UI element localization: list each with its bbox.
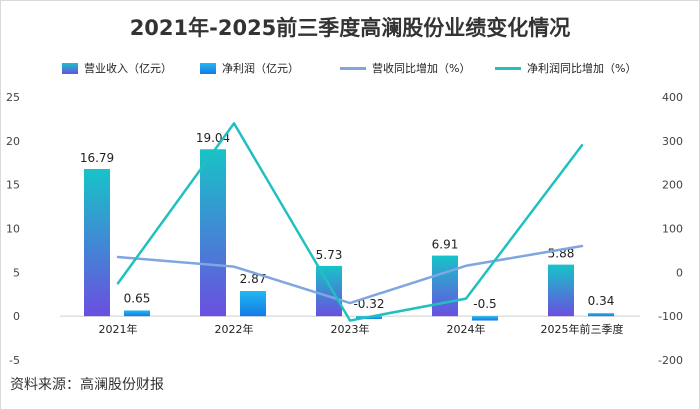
revenue-data-label: 5.73	[316, 248, 343, 262]
profit-bar	[472, 316, 498, 321]
revenue-bar	[548, 264, 574, 317]
right-axis-tick: -100	[658, 310, 683, 323]
profit-growth-line	[116, 122, 584, 322]
legend-swatch-profit	[200, 62, 216, 74]
legend-label-revenue: 营业收入（亿元）	[84, 62, 172, 75]
revenue-data-label: 16.79	[80, 151, 114, 165]
legend-swatch-profit-growth	[495, 66, 521, 70]
right-axis-tick: 100	[662, 223, 683, 236]
right-axis-tick: -200	[658, 354, 683, 367]
profit-data-label: -0.5	[473, 297, 496, 311]
right-axis-tick: 400	[662, 91, 683, 104]
legend-item-profit: 净利润（亿元）	[200, 60, 299, 76]
chart-title: 2021年-2025前三季度高澜股份业绩变化情况	[129, 16, 571, 40]
profit-bar	[124, 310, 150, 317]
profit-data-label: 0.34	[588, 294, 615, 308]
legend-label-profit-growth: 净利润同比增加（%）	[527, 62, 637, 75]
right-axis-tick: 200	[662, 179, 683, 192]
legend-label-profit: 净利润（亿元）	[222, 62, 299, 75]
revenue-data-label: 19.04	[196, 131, 230, 145]
legend-swatch-revenue-growth	[340, 66, 366, 70]
x-axis-tick: 2022年	[215, 322, 254, 336]
legend-label-revenue-growth: 营收同比增加（%）	[372, 62, 471, 75]
left-axis-tick: -5	[9, 354, 20, 367]
profit-data-label: 2.87	[240, 272, 267, 286]
profit-bar	[240, 291, 266, 317]
left-axis-tick: 15	[6, 179, 20, 192]
legend-swatch-revenue	[62, 62, 78, 74]
x-axis-tick: 2025年前三季度	[541, 322, 624, 336]
left-axis-tick: 20	[6, 135, 20, 148]
x-axis-tick: 2023年	[331, 322, 370, 336]
revenue-data-label: 6.91	[432, 238, 459, 252]
legend-item-profit-growth: 净利润同比增加（%）	[495, 60, 636, 76]
left-axis-tick: 10	[6, 223, 20, 236]
right-axis-tick: 300	[662, 135, 683, 148]
profit-data-label: 0.65	[124, 291, 151, 305]
left-axis-tick: 5	[13, 266, 20, 279]
revenue-bar	[432, 255, 458, 317]
x-axis-tick: 2024年	[447, 322, 486, 336]
legend-item-revenue: 营业收入（亿元）	[62, 60, 172, 76]
legend-item-revenue-growth: 营收同比增加（%）	[340, 60, 470, 76]
left-axis-tick: 25	[6, 91, 20, 104]
x-axis-tick: 2021年	[99, 322, 138, 336]
chart-legend: 营业收入（亿元） 净利润（亿元） 营收同比增加（%） 净利润同比增加（%）	[0, 60, 700, 76]
revenue-growth-line	[116, 244, 584, 305]
revenue-bar	[316, 265, 342, 317]
left-axis-tick: 0	[13, 310, 20, 323]
revenue-bar	[200, 149, 226, 317]
right-axis-tick: 0	[676, 266, 683, 279]
source-note: 资料来源：高澜股份财报	[10, 377, 164, 393]
revenue-bar	[84, 168, 110, 317]
profit-bar	[588, 313, 614, 317]
